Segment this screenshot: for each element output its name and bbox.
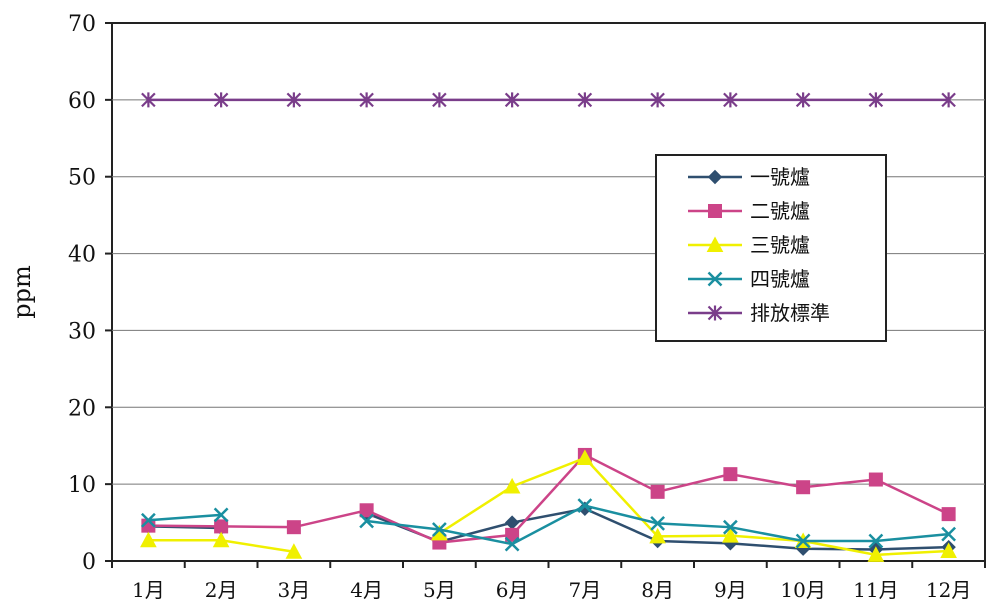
y-tick-label: 40 xyxy=(68,243,96,268)
series-group xyxy=(140,92,957,562)
data-point xyxy=(140,512,156,528)
data-point xyxy=(286,92,302,108)
data-point xyxy=(141,92,156,108)
data-point xyxy=(576,449,594,466)
data-point xyxy=(868,533,884,549)
x-tick-label: 11月 xyxy=(853,578,898,602)
data-point xyxy=(212,531,230,548)
legend-marker xyxy=(707,169,723,185)
legend-item: 四號爐 xyxy=(688,267,810,291)
data-point xyxy=(577,92,593,108)
y-axis: 0 10 20 30 40 50 60 70 xyxy=(68,12,112,575)
data-point xyxy=(868,472,883,487)
legend-marker xyxy=(708,204,722,218)
series-5 xyxy=(141,92,956,108)
y-tick-label: 50 xyxy=(68,166,96,191)
data-point xyxy=(285,543,303,559)
legend-box xyxy=(655,154,887,342)
legend-label: 一號爐 xyxy=(750,165,810,189)
legend-label: 排放標準 xyxy=(750,301,830,325)
x-tick-label: 4月 xyxy=(350,578,383,602)
data-point xyxy=(503,477,521,494)
data-point xyxy=(867,546,885,562)
legend-item: 一號爐 xyxy=(688,165,810,189)
data-point xyxy=(795,92,811,108)
data-point xyxy=(577,498,593,514)
series-line xyxy=(148,513,222,522)
x-tick-label: 6月 xyxy=(496,578,529,602)
data-point xyxy=(941,507,956,522)
x-tick-label: 9月 xyxy=(714,578,747,602)
data-point xyxy=(505,527,520,542)
y-tick-label: 0 xyxy=(82,550,96,575)
data-point xyxy=(941,92,956,108)
data-point xyxy=(650,515,666,531)
legend-label: 二號爐 xyxy=(750,199,810,223)
x-tick-label: 12月 xyxy=(926,578,971,602)
data-point xyxy=(723,92,738,108)
data-point xyxy=(941,526,957,542)
data-point xyxy=(286,520,301,535)
data-point xyxy=(722,527,739,543)
y-tick-label: 70 xyxy=(68,12,96,37)
data-point xyxy=(213,92,229,108)
legend-label: 四號爐 xyxy=(750,267,810,291)
y-tick-label: 20 xyxy=(68,396,96,421)
legend-marker xyxy=(706,236,724,252)
data-point xyxy=(213,507,229,523)
data-point xyxy=(359,92,374,108)
x-tick-label: 10月 xyxy=(780,578,825,602)
data-point xyxy=(649,527,666,544)
x-tick-label: 1月 xyxy=(132,578,165,602)
y-tick-label: 60 xyxy=(68,89,96,114)
data-point xyxy=(432,92,447,108)
data-point xyxy=(795,533,811,549)
series-line xyxy=(148,453,950,544)
data-point xyxy=(722,519,738,535)
data-point xyxy=(796,480,811,495)
x-tick-label: 3月 xyxy=(278,578,311,602)
legend-label: 三號爐 xyxy=(750,233,810,257)
data-point xyxy=(723,467,738,482)
data-point xyxy=(504,92,520,108)
data-point xyxy=(431,522,447,537)
series-line xyxy=(438,456,949,557)
data-point xyxy=(940,542,957,559)
x-axis: 1月 2月 3月 4月 5月 6月 7月 8月 9月 10月 11月 12月 xyxy=(111,561,986,602)
data-point xyxy=(650,484,665,499)
data-point xyxy=(359,513,375,529)
x-tick-label: 2月 xyxy=(205,578,238,602)
legend-item: 二號爐 xyxy=(688,199,810,223)
data-point xyxy=(504,536,520,552)
y-tick-label: 30 xyxy=(68,319,96,344)
legend-item: 排放標準 xyxy=(688,301,830,325)
data-point xyxy=(140,531,157,548)
legend-marker xyxy=(707,271,723,287)
data-point xyxy=(359,503,374,518)
y-tick-label: 10 xyxy=(68,473,96,498)
x-tick-label: 8月 xyxy=(641,578,674,602)
data-point xyxy=(214,519,229,534)
series-2 xyxy=(141,447,956,550)
x-tick-label: 7月 xyxy=(569,578,602,602)
y-axis-label: ppm xyxy=(8,265,36,319)
legend-item: 三號爐 xyxy=(688,233,810,257)
x-tick-label: 5月 xyxy=(423,578,456,602)
legend-marker xyxy=(707,305,723,321)
data-point xyxy=(868,92,884,108)
data-point xyxy=(650,92,665,108)
series-4 xyxy=(140,498,957,552)
